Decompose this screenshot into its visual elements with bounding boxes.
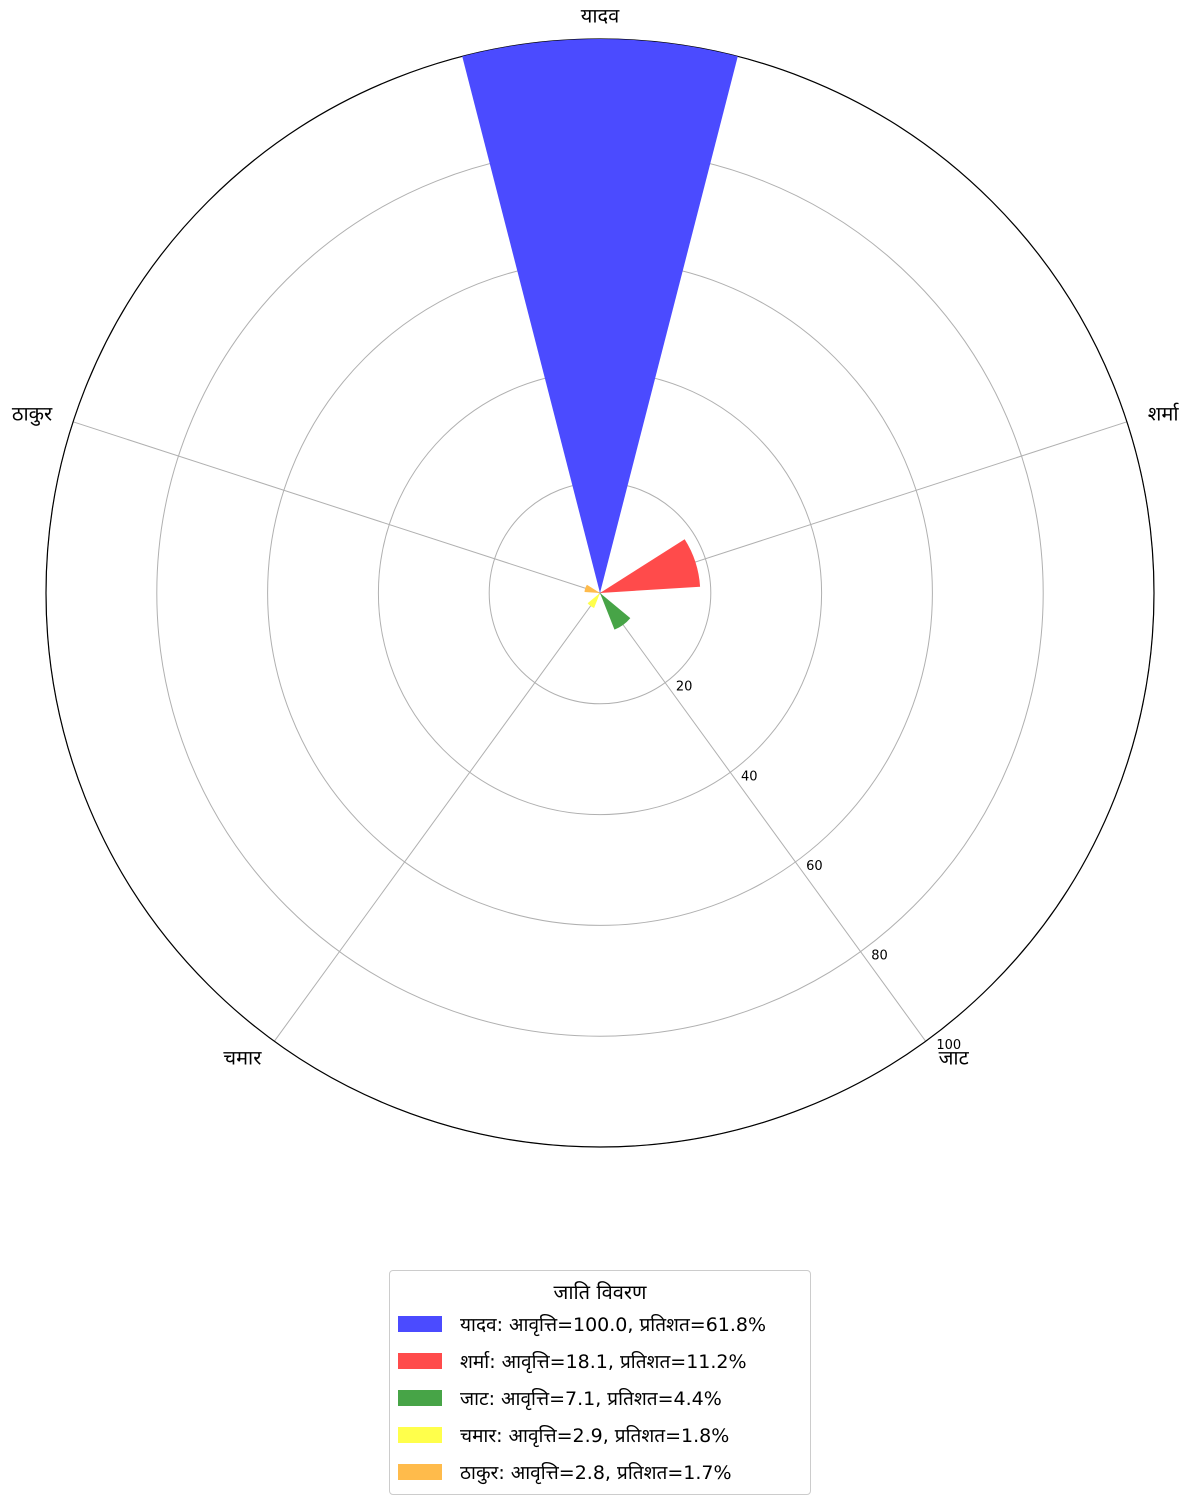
radial-tick-label: 20 bbox=[676, 680, 693, 695]
legend-text: चमार: आवृत्ति=2.9, प्रतिशत=1.8% bbox=[460, 1425, 730, 1447]
angular-gridline bbox=[599, 592, 927, 1042]
legend-item: शर्मा: आवृत्ति=18.1, प्रतिशत=11.2% bbox=[398, 1348, 747, 1374]
polar-chart: यादव शर्मा जाट चमार ठाकुर 20 40 60 80 100 bbox=[12, 4, 1180, 1148]
category-label: शर्मा bbox=[1148, 402, 1180, 426]
bar-3 bbox=[587, 593, 600, 608]
legend-swatch bbox=[398, 1427, 442, 1443]
legend: जाति विवरण यादव: आवृत्ति=100.0, प्रतिशत=… bbox=[389, 1270, 811, 1495]
legend-text: ठाकुर: आवृत्ति=2.8, प्रतिशत=1.7% bbox=[460, 1462, 732, 1484]
radial-tick-label: 80 bbox=[871, 949, 888, 964]
bar-4 bbox=[584, 584, 600, 593]
radial-tick-label: 100 bbox=[936, 1038, 961, 1053]
angular-gridline bbox=[273, 592, 601, 1042]
bar-2 bbox=[600, 593, 631, 630]
radial-tick-label: 40 bbox=[741, 769, 758, 784]
legend-swatch bbox=[398, 1316, 442, 1332]
legend-swatch bbox=[398, 1464, 442, 1480]
category-label: जाट bbox=[939, 1045, 970, 1069]
legend-text: शर्मा: आवृत्ति=18.1, प्रतिशत=11.2% bbox=[460, 1351, 747, 1373]
bar-0 bbox=[462, 39, 738, 594]
legend-item: ठाकुर: आवृत्ति=2.8, प्रतिशत=1.7% bbox=[398, 1459, 732, 1485]
legend-title: जाति विवरण bbox=[553, 1280, 647, 1304]
legend-item: जाट: आवृत्ति=7.1, प्रतिशत=4.4% bbox=[398, 1385, 722, 1411]
bar-1 bbox=[600, 539, 701, 593]
legend-item: चमार: आवृत्ति=2.9, प्रतिशत=1.8% bbox=[398, 1422, 729, 1448]
radial-tick-label: 60 bbox=[806, 859, 823, 874]
legend-item: यादव: आवृत्ति=100.0, प्रतिशत=61.8% bbox=[398, 1311, 766, 1337]
legend-swatch bbox=[398, 1390, 442, 1406]
legend-text: यादव: आवृत्ति=100.0, प्रतिशत=61.8% bbox=[460, 1314, 767, 1336]
category-label: यादव bbox=[581, 4, 620, 28]
legend-swatch bbox=[398, 1353, 442, 1369]
polar-frame bbox=[45, 38, 1155, 1148]
category-label: चमार bbox=[223, 1045, 262, 1069]
legend-text: जाट: आवृत्ति=7.1, प्रतिशत=4.4% bbox=[460, 1388, 722, 1410]
category-label: ठाकुर bbox=[12, 402, 53, 427]
angular-gridline bbox=[72, 421, 601, 594]
